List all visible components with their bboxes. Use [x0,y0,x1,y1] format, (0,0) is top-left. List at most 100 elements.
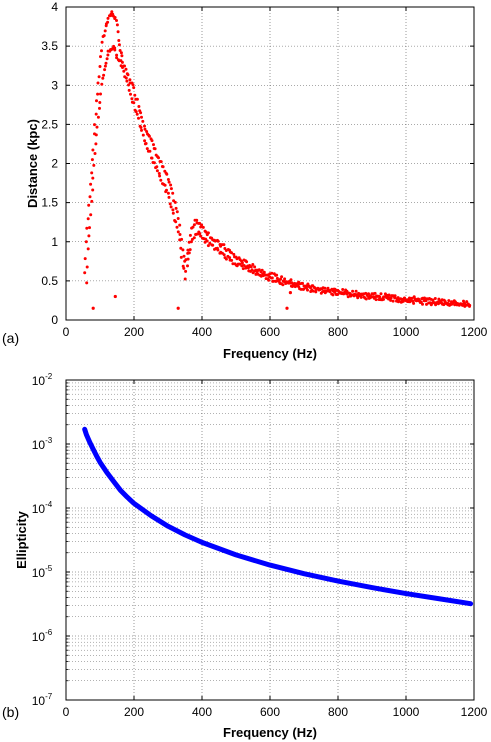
data-point-upper [433,297,437,300]
data-point-upper [165,172,169,176]
data-point-lower [90,199,94,203]
data-point-lower [145,147,149,151]
panel-a-distance-chart: 0 200 400 600 800 1000 1200 0 0.5 1 1.5 2 2.5 3 3.5 4 Fr… [2,0,488,361]
data-point-upper [115,23,119,27]
y-tick-label-b: 10-6 [32,628,53,644]
data-point-lower [166,191,170,195]
data-point-outlier [285,306,289,310]
data-point-lower [106,53,110,57]
x-tick-label-b: 1200 [461,705,488,719]
x-tick-label-a: 600 [260,325,280,339]
data-point-upper [188,233,192,237]
data-point-upper [216,239,220,243]
data-point-outlier [176,306,180,310]
data-point-lower [230,258,234,262]
y-tick-label-a: 0.5 [41,274,58,288]
data-point-lower [174,220,178,224]
data-point-upper [341,288,345,291]
data-point-upper [89,182,93,186]
data-point-upper [447,299,451,303]
data-point-upper [171,191,175,195]
data-point-upper [192,223,196,227]
data-point-lower [391,299,395,303]
data-point-lower [255,270,259,274]
data-point-upper [152,143,155,147]
data-point-lower [103,68,107,72]
data-point-lower [331,293,335,297]
data-point-lower [453,303,457,307]
data-point-upper [106,16,110,20]
data-point-upper [169,187,173,191]
data-point-upper [140,115,143,119]
data-point-lower [89,213,93,217]
data-point-upper [191,225,195,229]
data-point-lower [240,264,244,268]
data-point-upper [373,291,377,295]
data-point-lower [155,169,159,173]
data-point-lower [313,286,317,290]
data-point-upper [253,265,257,269]
data-point-upper [99,55,102,59]
x-tick-label-b: 200 [124,705,144,719]
data-point-lower [115,53,119,57]
data-point-lower [132,101,136,105]
data-point-upper [133,93,137,97]
data-point-lower [179,246,183,250]
data-point-upper [175,210,179,214]
data-point-outlier [113,294,117,299]
data-point-upper [103,29,107,33]
data-point-lower [346,295,350,299]
data-point-lower [434,303,438,307]
data-point-upper [157,156,160,160]
data-point-upper [113,16,117,19]
data-point-lower [208,241,212,245]
data-point-lower [91,176,95,180]
data-point-lower [135,112,139,116]
data-point-lower [103,64,107,68]
y-tick-label-b: 10-2 [32,372,53,388]
data-point-upper [201,225,205,229]
data-point-lower [468,304,471,308]
data-point-lower [183,277,187,281]
y-tick-label-a: 3 [51,78,58,92]
panel-b-ellipticity-chart: 10-7 10-6 10-5 10-4 10-3 10-2 0 200 400 600 800 100… [2,372,488,740]
data-point-lower [450,302,454,306]
data-point-upper [96,81,100,85]
data-point-upper [431,298,435,302]
x-tick-label-a: 0 [63,325,70,339]
data-point-lower [186,264,189,268]
data-point-upper [354,289,358,293]
y-tick-exponent-b: -5 [45,564,53,573]
data-point-lower [412,301,416,305]
data-point-lower [462,301,466,305]
data-point-upper [128,78,132,82]
data-point-lower [94,142,98,146]
data-point-upper [83,271,87,275]
data-point-lower [453,300,457,304]
data-point-upper [169,183,173,187]
data-point-lower [85,265,89,269]
data-point-lower [85,281,89,285]
data-point-lower [382,297,385,301]
data-point-lower [93,152,97,155]
data-point-lower [354,293,358,297]
data-point-lower [186,257,190,261]
data-point-lower [276,279,279,283]
data-point-upper [85,226,89,230]
x-tick-label-a: 1000 [393,325,420,339]
data-point-upper [95,99,98,103]
data-point-lower [361,293,364,297]
y-tick-label-b: 10-5 [32,564,53,580]
y-tick-exponent-b: -2 [45,372,53,381]
y-axis-label-a: Distance (kpc) [25,119,40,208]
data-point-lower [150,156,154,160]
data-point-lower [228,256,232,260]
data-point-upper [91,148,95,152]
data-point-upper [280,275,284,279]
y-tick-label-a: 2.5 [41,117,58,131]
data-point-upper [153,147,157,151]
data-point-upper [139,111,143,115]
data-point-lower [167,195,171,199]
data-point-lower [129,92,132,96]
data-point-lower [288,281,292,285]
